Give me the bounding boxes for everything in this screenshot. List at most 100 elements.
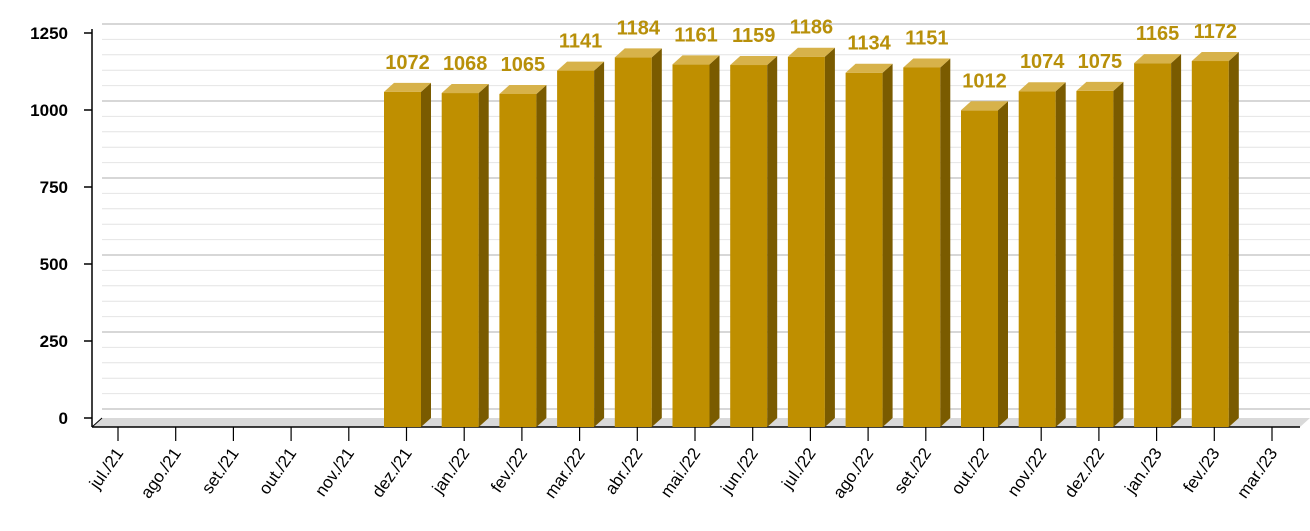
bar-front	[1191, 61, 1229, 428]
x-tick-label: jul./22	[778, 444, 820, 493]
y-axis-depth-line	[91, 417, 103, 428]
bar-side	[421, 82, 431, 427]
bar-top	[557, 61, 605, 71]
y-tick-labels: 0 250 500 750 1000 1250	[30, 24, 92, 428]
bar-value-label: 1165	[1136, 23, 1179, 45]
bar-front	[384, 91, 421, 427]
bar-side	[1113, 81, 1124, 428]
bar-value-label: 1075	[1078, 51, 1123, 73]
bar-side	[998, 101, 1008, 427]
x-tick-label: jan./22	[428, 444, 473, 498]
data-labels: 1072 1068 1065 1141 1184 1161 1159 1186 1134 1151…	[385, 17, 1237, 93]
bar-front	[730, 65, 768, 427]
x-tick-label: dez./21	[368, 444, 416, 501]
bar-side	[709, 55, 720, 428]
bar	[1018, 82, 1066, 427]
bar-top	[730, 56, 778, 66]
bar-front	[672, 64, 710, 428]
x-tick-label: ago./22	[829, 444, 877, 501]
x-tick-label: nov./21	[311, 444, 358, 500]
bar-top	[384, 82, 431, 92]
bar-front	[614, 57, 652, 427]
bar-value-label: 1141	[559, 31, 602, 53]
x-tick-label: jul./21	[85, 444, 127, 493]
y-tick-label: 0	[59, 409, 68, 428]
bar	[1191, 52, 1239, 428]
bar-value-label: 1068	[443, 53, 488, 75]
bar	[961, 101, 1008, 427]
x-tick-labels: jul./21 ago./21 set./21 out./21 nov./21 dez./…	[85, 427, 1281, 502]
bar-side	[651, 48, 662, 427]
bar-top	[961, 101, 1008, 111]
bar	[845, 63, 893, 428]
bar-front	[903, 67, 941, 427]
bar-side	[536, 84, 547, 427]
bar-value-label: 1134	[847, 33, 891, 55]
x-tick-label: out./22	[947, 444, 992, 497]
bar-front	[787, 56, 825, 427]
bar	[441, 84, 489, 427]
bar	[672, 55, 720, 428]
bar	[614, 48, 662, 427]
bar-value-label: 1159	[732, 25, 775, 47]
bar	[557, 61, 605, 428]
bar-side	[594, 61, 605, 428]
bar-top	[614, 48, 662, 58]
bar-side	[1055, 82, 1066, 427]
bar-top	[1134, 54, 1182, 64]
bar	[1134, 54, 1182, 428]
bar-top	[441, 84, 489, 94]
y-tick-label: 1000	[30, 101, 68, 120]
bars	[384, 47, 1239, 428]
bar-top	[787, 47, 835, 57]
bar-top	[903, 58, 951, 68]
bar	[787, 47, 835, 427]
bar-value-label: 1186	[790, 17, 833, 39]
bar-value-label: 1151	[905, 27, 948, 49]
x-tick-label: jan./23	[1120, 444, 1165, 498]
bar-value-label: 1172	[1194, 21, 1237, 43]
bar-value-label: 1065	[501, 54, 546, 76]
y-tick-label: 750	[40, 178, 68, 197]
bar-value-label: 1161	[674, 24, 717, 46]
bar-side	[1228, 52, 1239, 428]
y-tick-label: 1250	[30, 24, 68, 43]
bar-front	[845, 72, 883, 427]
bar-side	[824, 47, 835, 427]
bar-front	[499, 93, 537, 427]
x-tick-label: mar./22	[541, 444, 589, 501]
bar-front	[1018, 91, 1056, 427]
x-tick-label: set./22	[890, 444, 935, 497]
bar-value-label: 1012	[962, 70, 1007, 92]
bar-front	[441, 93, 479, 427]
bar	[903, 58, 951, 427]
bar-side	[478, 84, 489, 427]
bar-top	[1191, 52, 1239, 62]
bar-side	[767, 56, 778, 427]
bar	[499, 84, 547, 427]
x-tick-label: nov./22	[1004, 444, 1051, 500]
x-tick-label: jun./22	[717, 444, 762, 498]
bar	[384, 82, 431, 427]
x-tick-label: abr./22	[601, 444, 646, 497]
bar-front	[1076, 90, 1114, 428]
bar-front	[557, 70, 595, 428]
bar-top	[1076, 81, 1124, 91]
y-tick-label: 500	[40, 255, 68, 274]
bar-top	[499, 84, 547, 94]
bar-front	[1134, 63, 1172, 428]
y-tick-label: 250	[40, 332, 68, 351]
bar-top	[845, 63, 893, 73]
x-tick-label: fev./22	[487, 444, 531, 496]
x-tick-label: out./21	[255, 444, 300, 497]
bar-side	[1171, 54, 1182, 428]
bar-front	[961, 110, 998, 427]
bar	[1076, 81, 1124, 428]
x-tick-label: set./21	[198, 444, 243, 497]
bar-side	[940, 58, 951, 427]
bar-top	[1018, 82, 1066, 92]
x-tick-label: mar./23	[1233, 444, 1281, 501]
bar-top	[672, 55, 720, 65]
x-tick-label: dez./22	[1061, 444, 1109, 501]
